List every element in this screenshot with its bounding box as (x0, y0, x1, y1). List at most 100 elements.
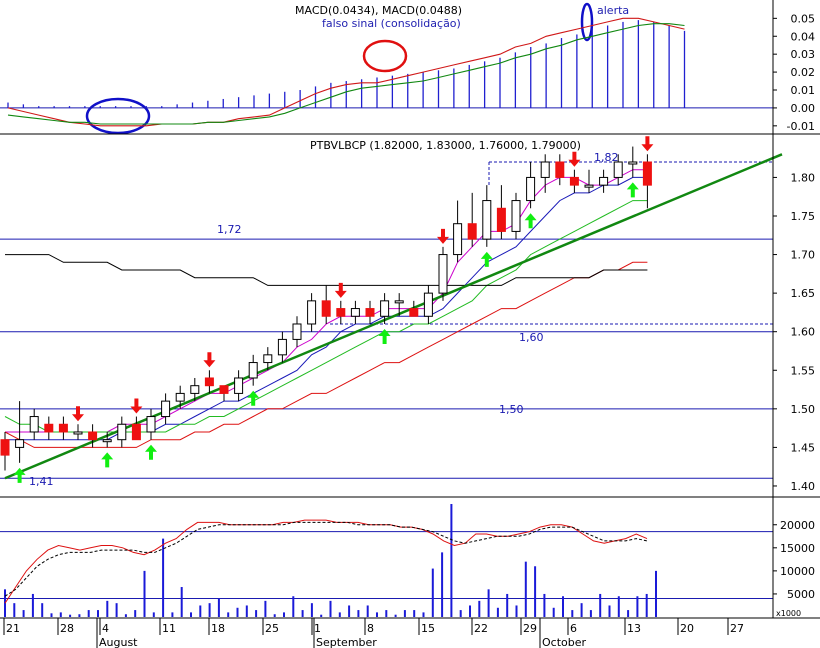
moving-average-line (4, 261, 648, 448)
moving-average-line (5, 169, 648, 433)
red-circle-marker (362, 39, 408, 73)
x-axis-day-label: 21 (6, 622, 20, 635)
candle-body (467, 223, 477, 240)
macd-panel: MACD(0.0434), MACD(0.0488) falso sinal (… (0, 2, 773, 135)
blue-circle-marker (85, 97, 151, 135)
price-y-tick-label: 1.40 (791, 480, 816, 493)
price-y-tick-label: 1.80 (791, 171, 816, 184)
candle-body (365, 308, 375, 317)
x-axis-day-label: 25 (265, 622, 279, 635)
false-signal-annotation: falso sinal (consolidação) (322, 17, 461, 30)
price-y-tick-label: 1.75 (791, 210, 816, 223)
buy-signal-arrow (247, 390, 260, 406)
x-axis-month-label: October (542, 636, 586, 648)
candle-body (58, 423, 68, 433)
candle-body (628, 161, 638, 165)
volume-y-tick-label: 5000 (787, 588, 815, 601)
macd-y-tick-label: 0.02 (791, 66, 816, 79)
candle-body (204, 377, 214, 387)
volume-y-tick-label: 15000 (780, 542, 815, 555)
panel-frame (0, 0, 820, 619)
candle-body (380, 300, 390, 317)
candle-body (584, 184, 594, 188)
candle-body (307, 300, 317, 325)
candle-body (409, 308, 419, 317)
sell-signal-arrow (334, 282, 347, 298)
candle-body (336, 308, 346, 317)
candle-body (102, 439, 112, 443)
candle-body (511, 200, 521, 232)
candle-body (599, 176, 609, 186)
candle-body (146, 416, 156, 433)
candle-body (248, 362, 258, 379)
candle-body (540, 161, 550, 178)
candle-body (15, 439, 25, 448)
candle-body (88, 431, 98, 441)
support-line-label: 1,72 (217, 223, 242, 236)
price-title: PTBVLBCP (1.82000, 1.83000, 1.76000, 1.7… (310, 139, 581, 152)
buy-signal-arrow (626, 182, 639, 198)
price-y-tick-label: 1.45 (791, 441, 816, 454)
x-axis-day-label: 11 (162, 622, 176, 635)
candle-body (263, 354, 273, 364)
candle-body (277, 338, 287, 356)
macd-y-tick-label: 0.00 (791, 102, 816, 115)
x-axis-day-label: 8 (367, 622, 374, 635)
x-axis-month-label: September (316, 636, 377, 648)
volume-y-tick-label: 20000 (780, 519, 815, 532)
volume-panel (0, 503, 773, 617)
x-axis-day-label: 15 (421, 622, 435, 635)
price-y-tick-label: 1.70 (791, 249, 816, 262)
price-panel: PTBVLBCP (1.82000, 1.83000, 1.76000, 1.7… (0, 136, 783, 488)
candle-body (350, 308, 360, 317)
volume-unit-label: x1000 (776, 609, 801, 618)
candle-body (175, 392, 185, 402)
sell-signal-arrow (437, 228, 449, 244)
x-axis-day-label: 20 (680, 622, 694, 635)
x-axis-day-label: 18 (211, 622, 225, 635)
candle-body (234, 377, 244, 394)
sell-signal-arrow (130, 398, 143, 414)
candle-body (190, 385, 200, 394)
sell-signal-arrow (72, 406, 84, 422)
candle-body (453, 223, 463, 256)
x-axis-day-label: 1 (314, 622, 321, 635)
support-line-label: 1,41 (29, 475, 54, 488)
candle-body (73, 431, 83, 435)
candle-body (131, 423, 141, 441)
candle-body (44, 423, 54, 433)
moving-average-line (5, 176, 648, 441)
price-y-tick-label: 1.60 (791, 326, 816, 339)
candle-body (642, 161, 652, 186)
volume-average-line (4, 521, 648, 597)
buy-signal-arrow (101, 452, 114, 468)
candle-body (438, 254, 448, 294)
candle-body (161, 400, 171, 418)
candle-body (321, 300, 331, 317)
candle-body (117, 423, 127, 441)
buy-signal-arrow (145, 444, 157, 460)
x-axis-day-label: 22 (474, 622, 488, 635)
candle-body (496, 207, 506, 232)
candle-body (482, 200, 492, 240)
candle-body (29, 416, 39, 433)
macd-y-tick-label: 0.04 (791, 30, 816, 43)
price-y-tick-label: 1.65 (791, 287, 816, 300)
macd-series-line (7, 23, 685, 125)
buy-signal-arrow (524, 213, 537, 229)
candle-body (555, 161, 565, 178)
buy-signal-arrow (13, 467, 26, 483)
price-y-tick-label: 1.50 (791, 403, 816, 416)
x-axis-day-label: 27 (730, 622, 744, 635)
candle-body (292, 323, 302, 340)
volume-average-line (4, 519, 648, 604)
price-y-tick-label: 1.55 (791, 364, 816, 377)
x-axis-month-label: August (99, 636, 138, 648)
alert-circle-marker (580, 2, 594, 42)
y-axes: 0.05 0.04 0.03 0.02 0.01 0.00 -0.01 1.80 1.75 1.7… (773, 12, 815, 618)
support-line-label: 1,50 (499, 403, 524, 416)
sell-signal-arrow (568, 151, 581, 167)
moving-average-line (5, 254, 648, 286)
